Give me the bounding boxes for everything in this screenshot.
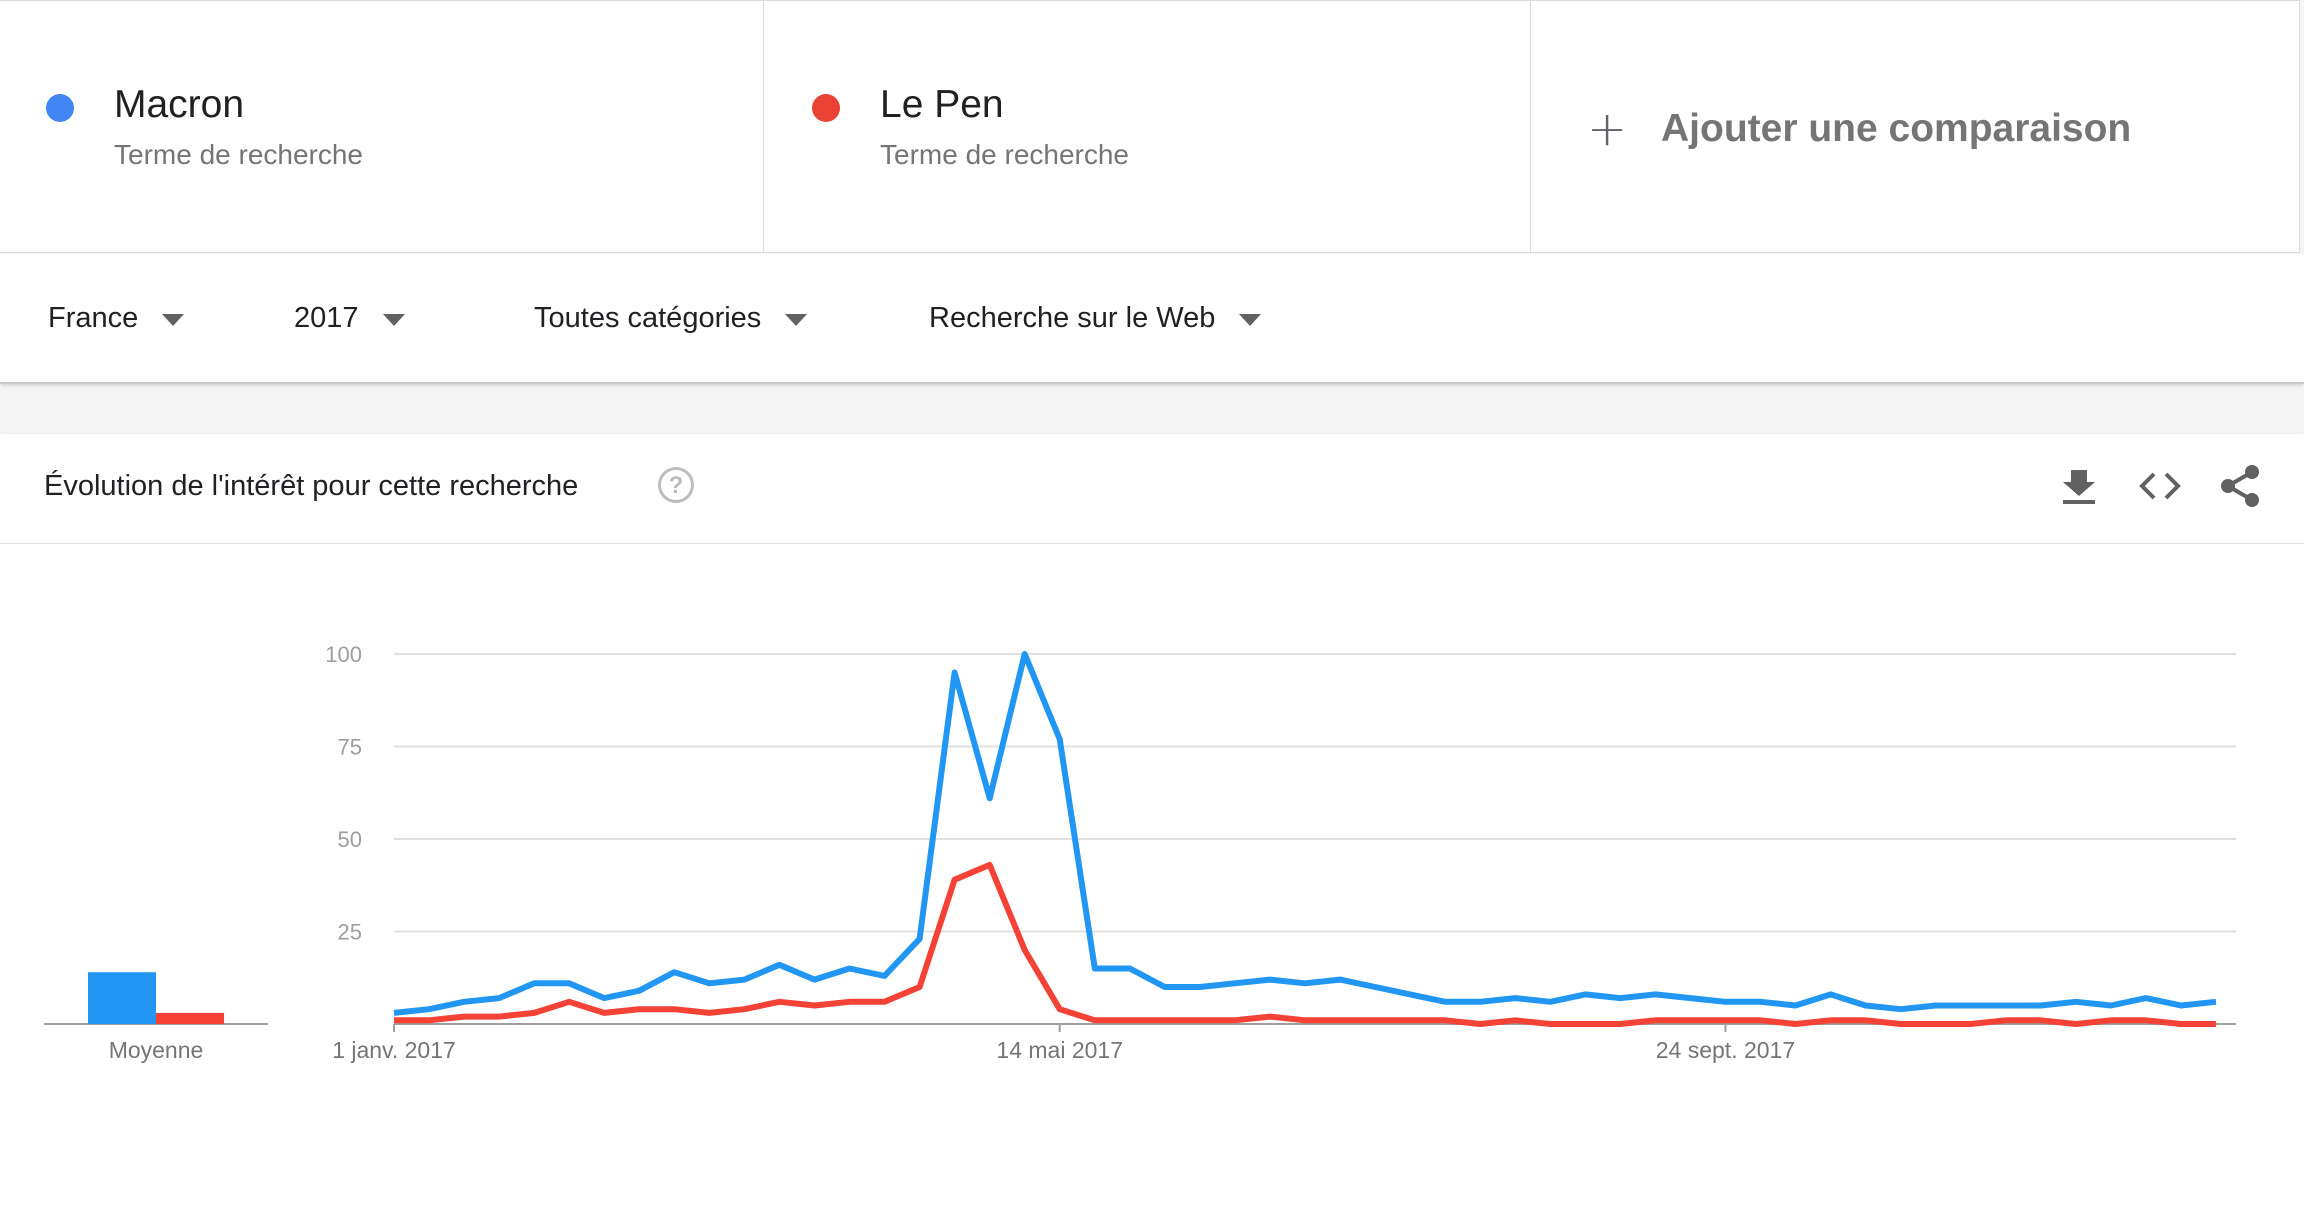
help-icon[interactable]: ?: [658, 467, 694, 503]
y-tick-label: 100: [325, 642, 362, 667]
filter-bar: France 2017 Toutes catégories Recherche …: [0, 254, 2304, 384]
series-color-dot-icon: [46, 94, 74, 122]
y-tick-label: 50: [338, 827, 362, 852]
region-dropdown[interactable]: France: [48, 302, 185, 335]
x-tick-label: 1 janv. 2017: [332, 1037, 456, 1063]
average-bar-macron: [88, 972, 156, 1024]
add-comparison-label: Ajouter une comparaison: [1661, 107, 2132, 150]
interest-over-time-chart: 25 50 75 100 Moyenne 1 janv. 2017 14 mai 201…: [44, 642, 2236, 1063]
dropdown-caret-icon: [382, 313, 405, 326]
period-dropdown[interactable]: 2017: [294, 302, 405, 335]
term-card-macron[interactable]: Macron Terme de recherche: [0, 1, 764, 252]
term-subtitle: Terme de recherche: [880, 139, 1130, 170]
x-axis-labels: 1 janv. 2017 14 mai 2017 24 sept. 2017: [332, 1037, 1795, 1063]
term-card-le-pen[interactable]: Le Pen Terme de recherche: [764, 1, 1531, 252]
dropdown-caret-icon: [162, 313, 185, 326]
card-header: Évolution de l'intérêt pour cette recher…: [0, 434, 2304, 544]
add-comparison-card[interactable]: + Ajouter une comparaison: [1531, 1, 2300, 252]
term-name[interactable]: Le Pen: [880, 83, 1004, 126]
region-value: France: [48, 302, 139, 334]
category-value: Toutes catégories: [534, 302, 762, 334]
series-lines: [393, 651, 2217, 1027]
series-color-dot-icon: [812, 94, 840, 122]
add-comparison-button[interactable]: + Ajouter une comparaison: [1587, 105, 2131, 153]
category-dropdown[interactable]: Toutes catégories: [534, 302, 808, 335]
y-tick-label: 75: [338, 735, 362, 760]
search-type-value: Recherche sur le Web: [929, 302, 1216, 334]
period-value: 2017: [294, 302, 359, 334]
search-type-dropdown[interactable]: Recherche sur le Web: [929, 302, 1262, 335]
plus-icon: +: [1587, 101, 1628, 157]
term-name[interactable]: Macron: [114, 83, 245, 126]
series-line-le-pen: [394, 861, 2216, 1027]
interest-over-time-card: Évolution de l'intérêt pour cette recher…: [0, 434, 2304, 1220]
search-terms-bar: Macron Terme de recherche Le Pen Terme d…: [0, 0, 2300, 253]
embed-icon[interactable]: [2136, 462, 2184, 510]
card-title: Évolution de l'intérêt pour cette recher…: [44, 470, 579, 502]
dropdown-caret-icon: [1239, 313, 1262, 326]
term-subtitle: Terme de recherche: [114, 139, 364, 170]
x-tick-label: 14 mai 2017: [996, 1037, 1123, 1063]
chart-gridlines: 25 50 75 100: [325, 642, 2236, 1032]
average-label: Moyenne: [109, 1037, 204, 1063]
y-tick-label: 25: [338, 920, 362, 945]
series-line-macron: [393, 651, 2217, 1016]
x-tick-label: 24 sept. 2017: [1656, 1037, 1795, 1063]
share-icon[interactable]: [2216, 462, 2264, 510]
dropdown-caret-icon: [785, 313, 808, 326]
average-bars: Moyenne: [44, 972, 268, 1063]
download-icon[interactable]: [2055, 462, 2103, 510]
average-bar-le-pen: [156, 1012, 224, 1024]
